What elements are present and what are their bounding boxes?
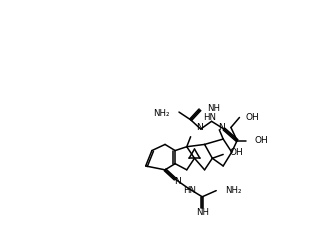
Text: HN: HN [204,113,216,122]
Text: NH: NH [207,104,220,113]
Text: N: N [196,123,203,132]
Text: HN: HN [183,186,196,195]
Text: NH₂: NH₂ [153,109,170,118]
Text: OH: OH [229,148,243,157]
Text: NH: NH [196,208,209,217]
Text: NH₂: NH₂ [226,186,242,195]
Text: N: N [218,123,225,132]
Text: OH: OH [254,136,268,145]
Text: N: N [174,177,181,186]
Text: OH: OH [246,113,259,122]
